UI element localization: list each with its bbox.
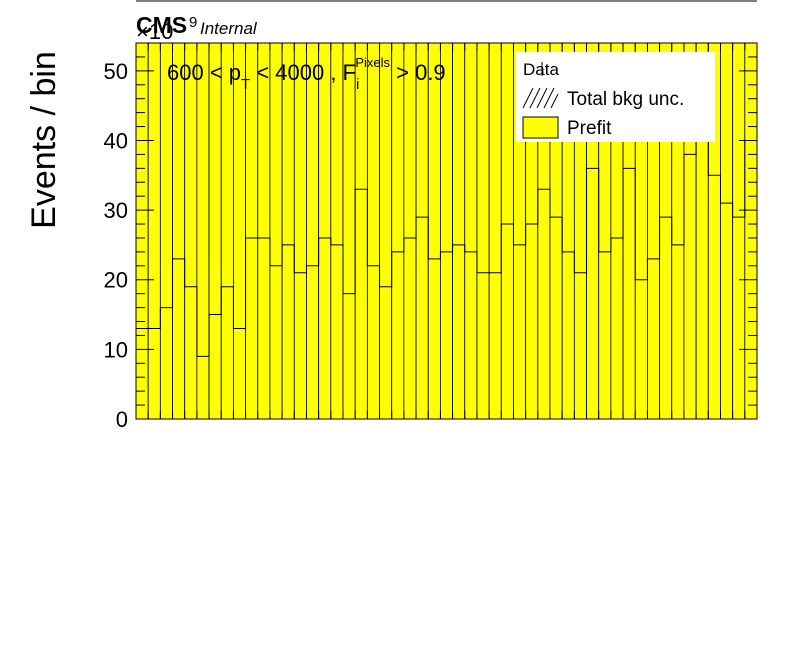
selection-sup-pixels: Pixels [355,55,390,70]
prefit-bar [281,42,295,420]
prefit-bar [147,42,161,420]
y-axis-label: Events / bin [25,51,63,229]
y-tick-label: 40 [104,128,128,153]
prefit-bar [318,42,332,420]
selection-sub-i: i [356,76,359,93]
prefit-bar [403,42,417,420]
legend-data-label: Data [523,60,559,79]
prefit-bar [159,42,173,420]
prefit-bar [720,42,734,420]
legend-unc-label: Total bkg unc. [567,89,684,110]
prefit-bar [391,42,405,420]
prefit-bar [500,42,514,420]
legend-prefit-label: Prefit [567,118,612,139]
y-axis-exponent: 9 [189,14,197,31]
prefit-bar [208,42,222,420]
y-axis-exponent-base: ×10 [136,19,173,44]
prefit-bar [732,42,746,420]
svg-text:600 < pT < 4000 , FiPixels > 0: 600 < pT < 4000 , Fi Pixels > 0.9 [167,55,446,93]
selection-label: 600 < pT < 4000 , Fi Pixels > 0.9 [167,55,446,93]
prefit-bar [476,42,490,420]
prefit-bar [257,42,271,420]
x-axis-ticks [135,43,758,419]
legend: Data Total bkg unc. Prefit [516,52,715,142]
y-tick-label: 30 [104,198,128,223]
prefit-bar [184,42,198,420]
y-tick-label: 10 [104,337,128,362]
prefit-bar [464,42,478,420]
plot-frame [135,42,758,420]
selection-part-c: > 0.9 [390,60,446,85]
prefit-bar [427,42,441,420]
prefit-step-outline [136,119,757,357]
prefit-bar [306,42,320,420]
prefit-bar [366,42,380,420]
selection-part-b: < 4000 , F [250,60,356,85]
prefit-bar [342,42,356,420]
prefit-bar [488,42,502,420]
prefit-bar [452,42,466,420]
prefit-bar [172,42,186,420]
prefit-bar [269,42,283,420]
prefit-bar [744,42,758,420]
selection-sub-t: T [241,76,250,93]
prefit-bar [196,42,210,420]
prefit-bar [245,42,259,420]
legend-unc-swatch [522,87,559,109]
prefit-bar [415,42,429,420]
prefit-bar [354,42,368,420]
y-tick-label: 20 [104,268,128,293]
selection-part-a: 600 < p [167,60,241,85]
prefit-bar [330,42,344,420]
prefit-bar [135,42,149,420]
cms-label: CMS [136,12,187,38]
prefit-bar [233,42,246,420]
prefit-bar [379,42,393,420]
prefit-bar [220,42,234,420]
y-axis-ticks: 0 10 20 30 40 50 [104,42,757,432]
internal-label: Internal [200,19,258,38]
prefit-bar [293,42,307,420]
y-tick-label: 50 [104,59,128,84]
legend-prefit-swatch [522,116,559,139]
y-tick-label: 0 [116,407,128,432]
prefit-bar [440,42,453,420]
